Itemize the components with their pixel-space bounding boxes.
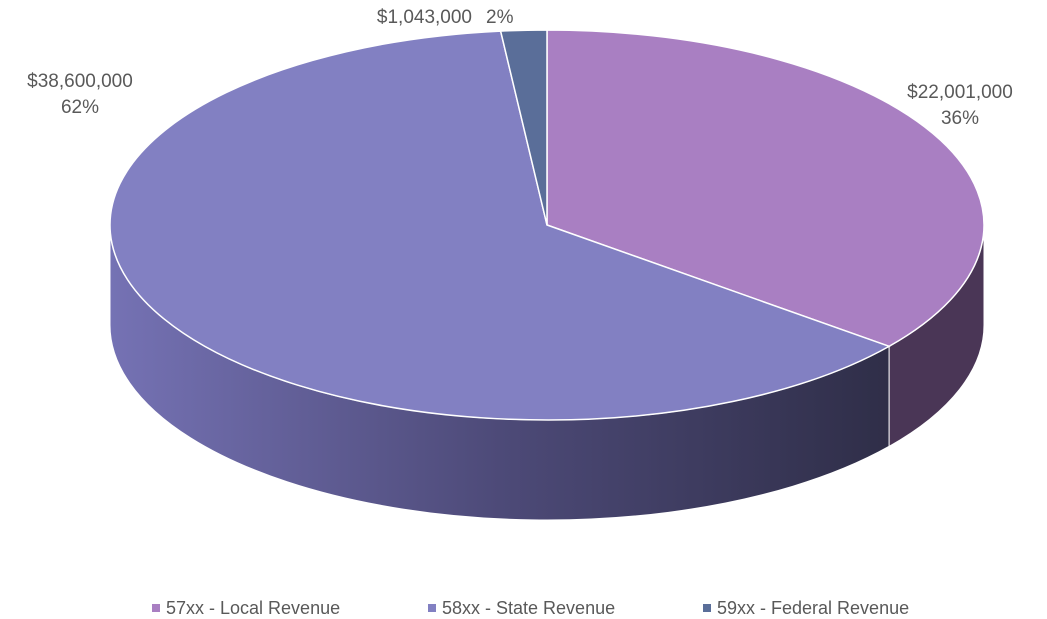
percent-label: 2% <box>486 7 514 28</box>
legend-swatch <box>703 604 711 612</box>
legend-swatch <box>152 604 160 612</box>
value-label: $38,600,000 <box>27 71 133 92</box>
slice <box>499 29 548 226</box>
percent-label: 36% <box>941 108 979 129</box>
slice <box>546 29 985 348</box>
legend-label: 59xx - Federal Revenue <box>717 598 909 618</box>
legend-label: 58xx - State Revenue <box>442 598 615 618</box>
value-label: $22,001,000 <box>907 82 1013 103</box>
legend-swatch <box>428 604 436 612</box>
percent-label: 62% <box>61 97 99 118</box>
slice <box>109 30 891 421</box>
legend-label: 57xx - Local Revenue <box>166 598 340 618</box>
value-label: $1,043,000 <box>377 7 472 28</box>
